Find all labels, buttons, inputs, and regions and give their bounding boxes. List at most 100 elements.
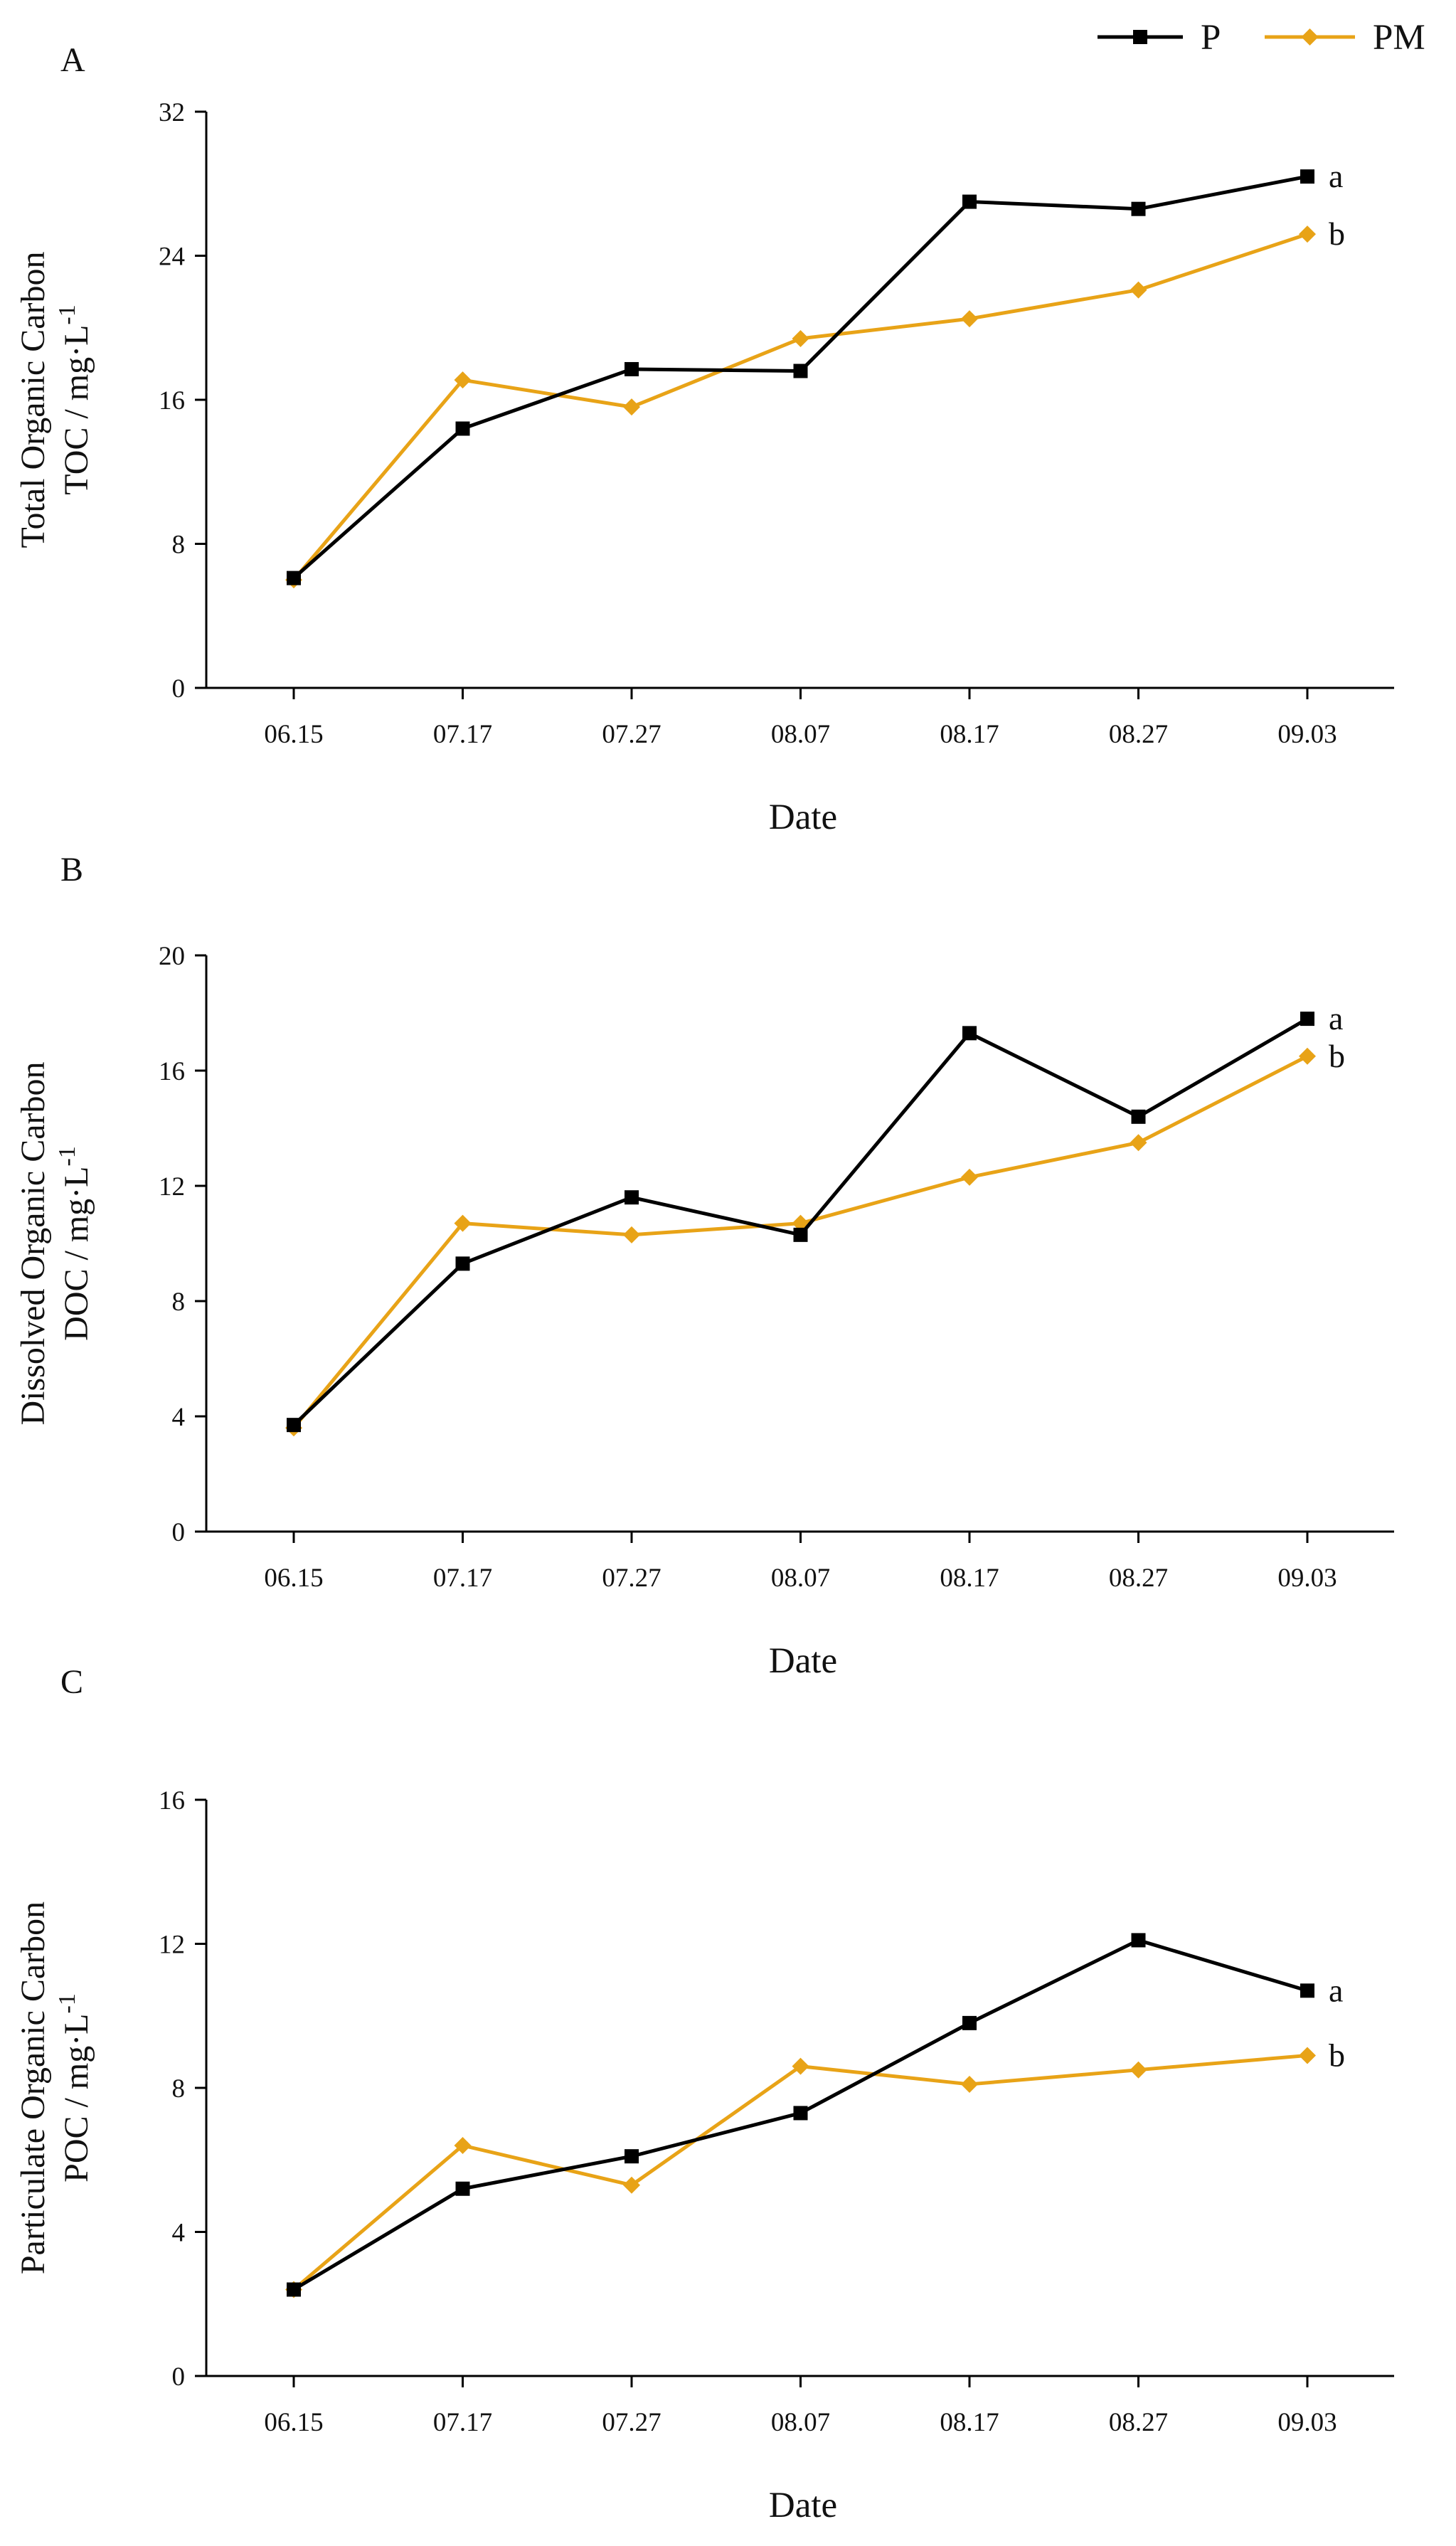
y-axis-title-superscript: -1	[54, 1146, 80, 1166]
data-point-pm	[1130, 2061, 1147, 2079]
x-tick-label: 09.03	[1277, 2408, 1337, 2437]
data-point-pm	[1299, 1047, 1316, 1065]
panel-letter: C	[60, 1663, 83, 1701]
x-axis-title: Date	[769, 1641, 837, 1681]
data-point-pm	[454, 371, 472, 389]
data-point-p	[287, 2282, 301, 2297]
y-tick-label: 12	[159, 1931, 185, 1960]
data-point-p	[455, 421, 470, 436]
chart-panel-a: A 0 8 16 24 32 06.15 07.17 07.27 08.07 08.17 08.27 0…	[14, 41, 1394, 837]
panel-letter: A	[60, 41, 85, 79]
significance-label-pm: b	[1329, 2037, 1345, 2073]
y-axis-title-unit: DOC / mg·L	[58, 1167, 95, 1341]
data-point-p	[962, 2015, 977, 2030]
x-tick-label: 08.27	[1109, 720, 1168, 749]
data-point-pm	[454, 2137, 472, 2154]
x-tick-label: 08.27	[1109, 1564, 1168, 1593]
data-point-p	[1300, 1012, 1314, 1027]
significance-label-p: a	[1329, 1972, 1343, 2008]
data-point-pm	[454, 1214, 472, 1232]
data-point-p	[625, 2149, 639, 2164]
y-tick-label: 16	[159, 386, 185, 415]
x-tick-label: 07.27	[602, 2408, 661, 2437]
series-line-pm	[292, 2053, 1308, 2291]
data-point-pm	[623, 2176, 640, 2194]
x-tick-label: 09.03	[1277, 1564, 1337, 1593]
data-point-p	[1131, 1109, 1146, 1124]
y-tick-label: 0	[172, 674, 186, 704]
series-line-pm	[292, 1054, 1309, 1429]
data-point-p	[1300, 1983, 1314, 1998]
y-tick-label: 0	[172, 1518, 186, 1547]
x-tick-label: 06.15	[264, 2408, 323, 2437]
significance-label-pm: b	[1329, 216, 1345, 252]
x-tick-label: 07.17	[433, 1564, 492, 1593]
x-tick-label: 08.17	[940, 1564, 999, 1593]
x-tick-label: 08.07	[771, 1564, 830, 1593]
chart-panels: A 0 8 16 24 32 06.15 07.17 07.27 08.07 08.17 08.27 0…	[14, 41, 1394, 2525]
legend: P PM	[1098, 18, 1425, 58]
y-axis-title-superscript: -1	[54, 304, 80, 324]
x-tick-label: 06.15	[264, 720, 323, 749]
data-point-pm	[1130, 281, 1147, 299]
y-axis-title-line2: DOC / mg·L-1	[54, 1146, 95, 1341]
data-point-pm	[623, 398, 640, 416]
x-axis-title: Date	[769, 797, 837, 837]
data-point-p	[793, 364, 808, 378]
legend-label-p: P	[1201, 18, 1221, 58]
data-point-p	[793, 2106, 808, 2121]
y-tick-label: 8	[172, 1288, 186, 1317]
x-tick-label: 07.27	[602, 720, 661, 749]
series-line-pm	[292, 232, 1308, 581]
panel-letter: B	[60, 851, 83, 889]
data-point-pm	[792, 2057, 809, 2075]
chart-panel-b: B 0 4 8 12 16 20 06.15 07.17 07.27 08.07 08.17 08.27…	[14, 851, 1394, 1681]
y-tick-label: 8	[172, 531, 186, 560]
y-tick-label: 32	[159, 98, 185, 127]
data-point-pm	[1299, 226, 1316, 243]
data-point-p	[962, 194, 977, 209]
data-point-p	[1300, 169, 1314, 184]
y-tick-label: 24	[159, 243, 185, 272]
data-point-p	[287, 1418, 301, 1433]
data-point-pm	[961, 2075, 978, 2093]
data-point-pm	[623, 1226, 640, 1243]
data-point-pm	[1130, 1134, 1147, 1152]
y-tick-label: 16	[159, 1057, 185, 1086]
data-point-p	[455, 1256, 470, 1271]
data-point-p	[1131, 1933, 1146, 1948]
y-tick-label: 8	[172, 2074, 186, 2104]
data-point-pm	[961, 1168, 978, 1186]
y-axis-title-superscript: -1	[54, 1993, 80, 2013]
x-tick-label: 07.27	[602, 1564, 661, 1593]
y-axis-title-line2: POC / mg·L-1	[54, 1993, 95, 2182]
data-point-p	[962, 1026, 977, 1041]
y-axis-title-unit: TOC / mg·L	[58, 325, 95, 495]
x-tick-label: 07.17	[433, 720, 492, 749]
data-point-p	[455, 2181, 470, 2196]
y-axis-title-line1: Dissolved Organic Carbon	[14, 1061, 52, 1425]
data-point-pm	[961, 310, 978, 328]
y-axis-title-line1: Particulate Organic Carbon	[14, 1901, 52, 2274]
y-tick-label: 12	[159, 1172, 185, 1202]
y-axis-title-line2: TOC / mg·L-1	[54, 304, 95, 494]
x-tick-label: 08.07	[771, 720, 830, 749]
data-point-p	[793, 1227, 808, 1242]
x-tick-label: 08.07	[771, 2408, 830, 2437]
y-tick-label: 0	[172, 2362, 186, 2392]
data-point-p	[287, 571, 301, 585]
x-tick-label: 09.03	[1277, 720, 1337, 749]
y-tick-label: 4	[172, 2219, 186, 2248]
x-tick-label: 08.17	[940, 2408, 999, 2437]
x-tick-label: 07.17	[433, 2408, 492, 2437]
chart-panel-c: C 0 4 8 12 16 06.15 07.17 07.27 08.07 08.17 08.27 09…	[14, 1663, 1394, 2525]
data-point-p	[625, 1190, 639, 1205]
y-axis-title-unit: POC / mg·L	[58, 2013, 95, 2182]
y-axis-title-line1: Total Organic Carbon	[14, 252, 52, 548]
x-tick-label: 06.15	[264, 1564, 323, 1593]
legend-marker-pm	[1301, 28, 1319, 46]
data-point-p	[625, 361, 639, 376]
significance-label-p: a	[1329, 1000, 1343, 1036]
significance-label-p: a	[1329, 158, 1343, 194]
